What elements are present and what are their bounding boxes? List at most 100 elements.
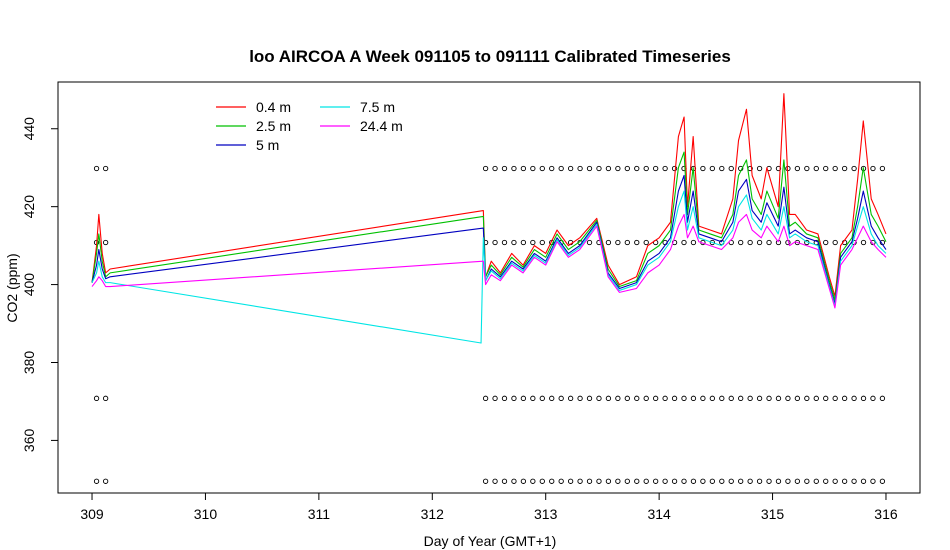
flag-marker (879, 395, 886, 401)
flag-marker (586, 395, 593, 401)
flag-marker (756, 165, 763, 172)
flag-marker (662, 395, 668, 401)
flag-marker (605, 395, 612, 401)
flag-marker (577, 395, 583, 401)
flag-marker (511, 478, 517, 484)
flag-marker (860, 478, 867, 484)
flag-marker (823, 395, 829, 401)
y-tick-label: 420 (21, 195, 37, 219)
flag-marker (634, 165, 640, 172)
flag-marker (851, 165, 857, 172)
flag-marker (558, 165, 564, 172)
flag-marker (681, 239, 687, 246)
flag-marker (709, 239, 715, 246)
flag-marker (596, 165, 602, 172)
flag-marker (690, 239, 697, 246)
flag-marker (794, 395, 801, 401)
flag-marker (785, 478, 791, 484)
flag-marker (738, 239, 744, 246)
x-tick-label: 311 (308, 506, 331, 522)
flag-marker (728, 395, 734, 401)
legend-label: 7.5 m (360, 99, 395, 115)
flag-marker (530, 165, 536, 172)
flag-marker (709, 478, 715, 484)
flag-marker (671, 478, 678, 484)
flag-marker (549, 395, 555, 401)
flag-marker (567, 165, 574, 172)
flag-marker (832, 478, 838, 484)
flag-marker (492, 395, 498, 401)
legend-label: 0.4 m (256, 99, 291, 115)
flag-marker (794, 478, 801, 484)
flag-marker (624, 165, 630, 172)
flag-marker (482, 478, 489, 484)
flag-marker (671, 165, 678, 172)
flag-marker (596, 395, 602, 401)
flag-marker (102, 395, 109, 401)
y-tick-label: 360 (21, 429, 37, 453)
flag-marker (870, 239, 876, 246)
flag-marker (567, 478, 574, 484)
chart-title: loo AIRCOA A Week 091105 to 091111 Calib… (249, 47, 731, 66)
flag-marker (530, 239, 536, 246)
flag-marker (841, 165, 848, 172)
flag-marker (511, 165, 517, 172)
flag-marker (766, 395, 772, 401)
legend-label: 2.5 m (256, 118, 291, 134)
flag-marker (823, 165, 829, 172)
flag-marker (653, 478, 659, 484)
x-tick-label: 314 (647, 506, 671, 522)
flag-marker (738, 395, 744, 401)
flag-marker (634, 478, 640, 484)
flag-marker (813, 478, 819, 484)
flag-marker (653, 395, 659, 401)
y-tick-label: 400 (21, 273, 37, 297)
flag-marker (539, 395, 545, 401)
flag-marker (841, 478, 848, 484)
flag-marker (102, 239, 109, 246)
flag-marker (681, 395, 687, 401)
flag-marker (577, 478, 583, 484)
flag-marker (738, 478, 744, 484)
flag-marker (492, 165, 498, 172)
flag-marker (596, 478, 602, 484)
flag-marker (624, 478, 630, 484)
flag-marker (860, 395, 867, 401)
flag-marker (870, 395, 876, 401)
flag-marker (681, 478, 687, 484)
flag-marker (93, 395, 100, 401)
flag-marker (709, 165, 715, 172)
flag-marker (813, 165, 819, 172)
flag-marker (634, 239, 640, 246)
plot-area (57, 81, 921, 494)
flag-marker (605, 478, 612, 484)
flag-marker (605, 239, 612, 246)
flag-marker (615, 165, 621, 172)
flag-marker (832, 395, 838, 401)
flag-marker (549, 165, 555, 172)
flag-marker (539, 165, 545, 172)
flag-marker (492, 478, 498, 484)
flag-marker (870, 478, 876, 484)
flag-marker (567, 395, 574, 401)
flag-marker (756, 239, 763, 246)
x-tick-label: 309 (80, 506, 104, 522)
flag-marker (624, 239, 630, 246)
flag-marker (520, 395, 527, 401)
flag-marker (775, 395, 782, 401)
flag-marker (615, 239, 621, 246)
flag-marker (102, 478, 109, 484)
series-line-1 (91, 151, 887, 301)
flag-marker (102, 165, 109, 172)
x-tick-label: 312 (421, 506, 445, 522)
flag-marker (615, 478, 621, 484)
flag-marker (823, 239, 829, 246)
flag-marker (879, 165, 886, 172)
flag-marker (577, 165, 583, 172)
flag-marker (841, 395, 848, 401)
series-line-4 (91, 213, 887, 309)
flag-marker (482, 165, 489, 172)
flag-marker (690, 478, 697, 484)
flag-marker (643, 239, 649, 246)
series-line-0 (91, 93, 887, 297)
